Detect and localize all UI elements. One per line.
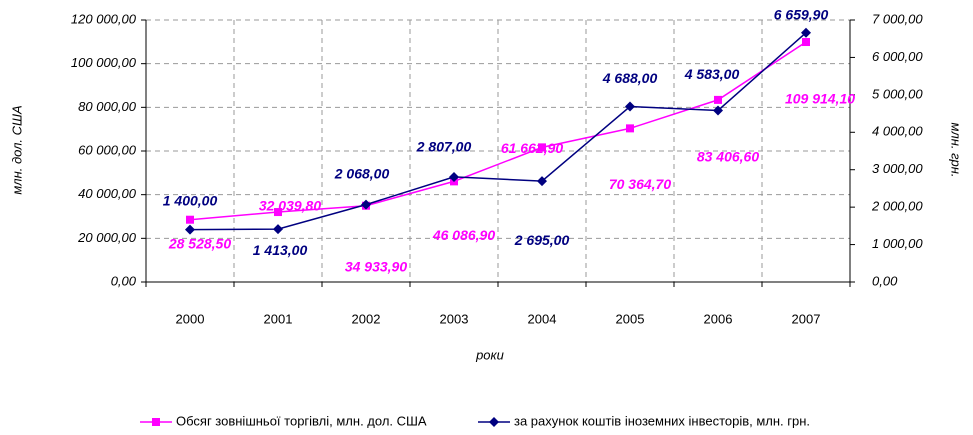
value-label: 70 364,70 [609,176,671,192]
marker [185,224,195,235]
marker [361,199,371,210]
marker [802,38,810,47]
value-label: 2 807,00 [416,139,472,155]
marker [625,101,635,112]
y2-tick-label: 6 000,00 [872,49,923,64]
marker [186,215,194,224]
marker [273,224,283,235]
y-tick-label: 40 000,00 [78,186,137,201]
value-label: 32 039,80 [259,198,321,214]
legend-label: Обсяг зовнішньої торгівлі, млн. дол. США [176,413,427,428]
marker [489,417,499,427]
line [189,32,807,231]
legend-label: за рахунок коштів іноземних інвесторів, … [514,413,810,428]
value-label: 109 914,10 [785,91,855,107]
value-label: 2 068,00 [334,165,390,181]
value-label: 61 662,90 [501,140,563,156]
value-label: 34 933,90 [345,258,407,274]
y2-tick-label: 7 000,00 [872,11,923,26]
value-label: 28 528,50 [168,235,231,251]
x-tick-label: 2000 [176,311,205,326]
y-tick-label: 80 000,00 [78,99,137,114]
y-tick-label: 120 000,00 [71,11,137,26]
x-tick-label: 2006 [704,311,733,326]
y-tick-label: 100 000,00 [71,55,137,70]
marker [538,143,546,152]
y2-tick-label: 5 000,00 [872,86,923,101]
x-tick-label: 2003 [440,311,469,326]
marker [152,418,160,426]
value-label: 83 406,60 [697,149,759,165]
y2-tick-label: 4 000,00 [872,124,923,139]
x-tick-label: 2001 [264,311,293,326]
y-tick-label: 20 000,00 [77,230,137,245]
y2-tick-label: 1 000,00 [872,236,923,251]
y-tick-label: 60 000,00 [78,142,137,157]
y2-tick-label: 2 000,00 [871,199,923,214]
value-label: 1 413,00 [253,242,308,258]
x-axis-title: роки [475,347,504,362]
x-tick-label: 2007 [792,311,821,326]
y-tick-label: 0,00 [111,273,137,288]
marker [801,27,811,38]
y-axis-title: млн. дол. США [9,105,24,194]
value-label: 46 086,90 [432,227,495,243]
y2-tick-label: 0,00 [872,273,898,288]
value-label: 4 583,00 [684,66,740,82]
value-label: 6 659,90 [774,6,829,22]
x-tick-label: 2002 [352,311,381,326]
y2-tick-label: 3 000,00 [872,161,923,176]
line [189,41,807,221]
x-tick-label: 2005 [616,311,645,326]
value-label: 4 688,00 [602,70,658,86]
value-label: 2 695,00 [514,232,570,248]
marker [714,95,722,104]
marker [537,176,547,187]
value-label: 1 400,00 [163,192,218,208]
y2-axis-title: млн. грн. [949,122,964,177]
marker [274,208,282,217]
marker [626,124,634,133]
x-tick-label: 2004 [528,311,557,326]
marker [449,171,459,182]
marker [713,105,723,116]
